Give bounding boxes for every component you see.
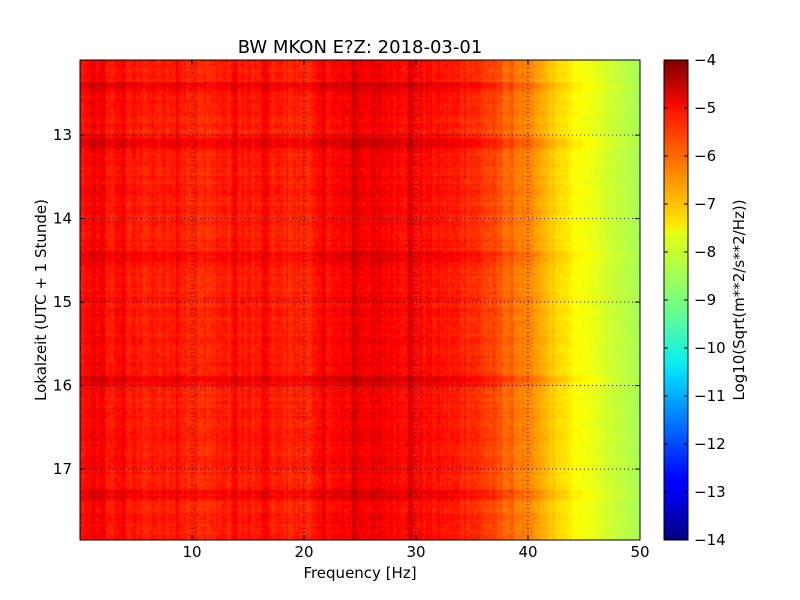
colorbar-tick-label: −12 [694,435,726,453]
colorbar-tick-label: −5 [694,99,716,117]
chart-title: BW MKON E?Z: 2018-03-01 [238,37,483,58]
y-axis: 13 14 15 16 17 [53,126,640,478]
colorbar-ticks: −4 −5 −6 −7 −8 −9 −10 −11 −12 −13 −14 [664,51,726,549]
x-axis-label: Frequency [Hz] [303,564,416,582]
x-tick-label: 50 [630,543,649,561]
colorbar-tick-label: −4 [694,51,716,69]
x-tick-label: 20 [294,543,313,561]
y-tick-label: 14 [53,210,72,228]
plot-frame [79,59,641,541]
y-tick-label: 15 [53,293,72,311]
colorbar-tick-label: −7 [694,195,716,213]
y-tick-label: 17 [53,460,72,478]
y-tick-label: 16 [53,377,72,395]
colorbar-tick-label: −10 [694,339,726,357]
colorbar-tick-label: −6 [694,147,716,165]
x-tick-label: 40 [518,543,537,561]
x-axis: 10 20 30 40 50 [182,60,650,561]
y-tick-label: 13 [53,126,72,144]
y-axis-label: Lokalzeit (UTC + 1 Stunde) [32,199,50,401]
spectrogram-heatmap [80,60,640,540]
colorbar-label: Log10(Sqrt(m**2/s**2/Hz)) [730,199,748,400]
colorbar-tick-label: −14 [694,531,726,549]
colorbar-tick-label: −9 [694,291,716,309]
colorbar-tick-label: −8 [694,243,716,261]
x-tick-label: 30 [406,543,425,561]
x-tick-label: 10 [182,543,201,561]
grid-lines [80,60,640,540]
colorbar-tick-label: −13 [694,483,726,501]
colorbar-tick-label: −11 [694,387,726,405]
